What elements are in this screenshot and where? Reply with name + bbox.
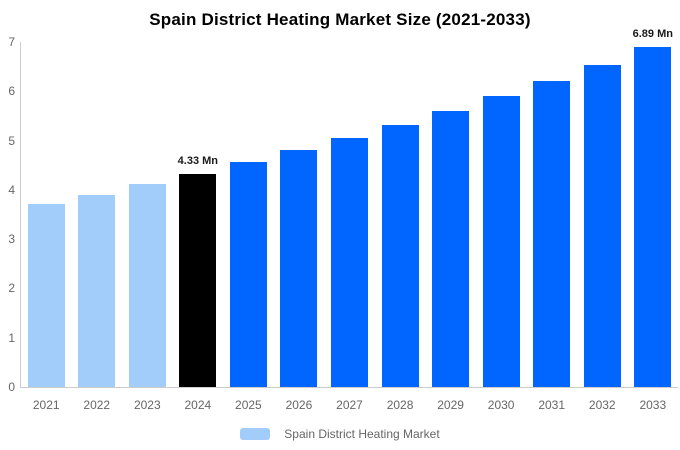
bar-2033 (634, 47, 672, 387)
y-tick-label: 2 (8, 281, 15, 296)
y-tick-label: 4 (8, 182, 15, 197)
bar-2024 (179, 173, 217, 387)
x-tick-label: 2025 (235, 398, 262, 412)
legend-label: Spain District Heating Market (284, 427, 440, 441)
bar-value-label: 6.89 Mn (632, 28, 673, 41)
bar-2027 (331, 138, 368, 387)
bar-2031 (533, 80, 571, 387)
x-tick-label: 2024 (184, 398, 212, 412)
x-tick-label: 2032 (588, 398, 616, 412)
bar-2028 (381, 124, 419, 387)
x-tick-label: 2028 (386, 398, 414, 412)
x-tick-label: 2022 (83, 398, 111, 412)
x-tick-label: 2027 (336, 398, 363, 412)
plot-area: 0 1 2 3 4 5 6 7 2021 2022 2023 2024 4.33 Mn 2025 2026… (8, 28, 678, 412)
x-tick-label: 2033 (639, 398, 667, 412)
x-tick-label: 2023 (133, 398, 161, 412)
x-tick-label: 2030 (487, 398, 515, 412)
legend-swatch (240, 428, 271, 440)
y-tick-label: 1 (8, 330, 15, 345)
y-tick-label: 6 (8, 84, 15, 99)
x-tick-label: 2026 (285, 398, 313, 412)
x-tick-label: 2029 (437, 398, 464, 412)
bar-2022 (78, 194, 116, 387)
bar-2026 (280, 150, 318, 387)
bar-2021 (27, 204, 65, 387)
chart-title: Spain District Heating Market Size (2021… (149, 10, 531, 29)
bar-2023 (128, 184, 166, 387)
y-tick-label: 7 (8, 35, 15, 49)
x-tick-label: 2031 (538, 398, 566, 412)
bar-2030 (482, 96, 520, 387)
bar-2029 (432, 111, 470, 387)
y-tick-label: 3 (8, 232, 15, 247)
bar-2025 (229, 162, 267, 387)
bar-value-label: 4.33 Mn (177, 154, 219, 167)
x-axis-line (20, 387, 678, 388)
bar-2032 (583, 64, 621, 387)
y-tick-label: 5 (8, 133, 15, 148)
y-axis-line (20, 42, 21, 388)
y-tick-label: 0 (8, 380, 15, 394)
legend[interactable]: Spain District Heating Market (0, 424, 680, 444)
x-tick-label: 2021 (32, 398, 60, 412)
